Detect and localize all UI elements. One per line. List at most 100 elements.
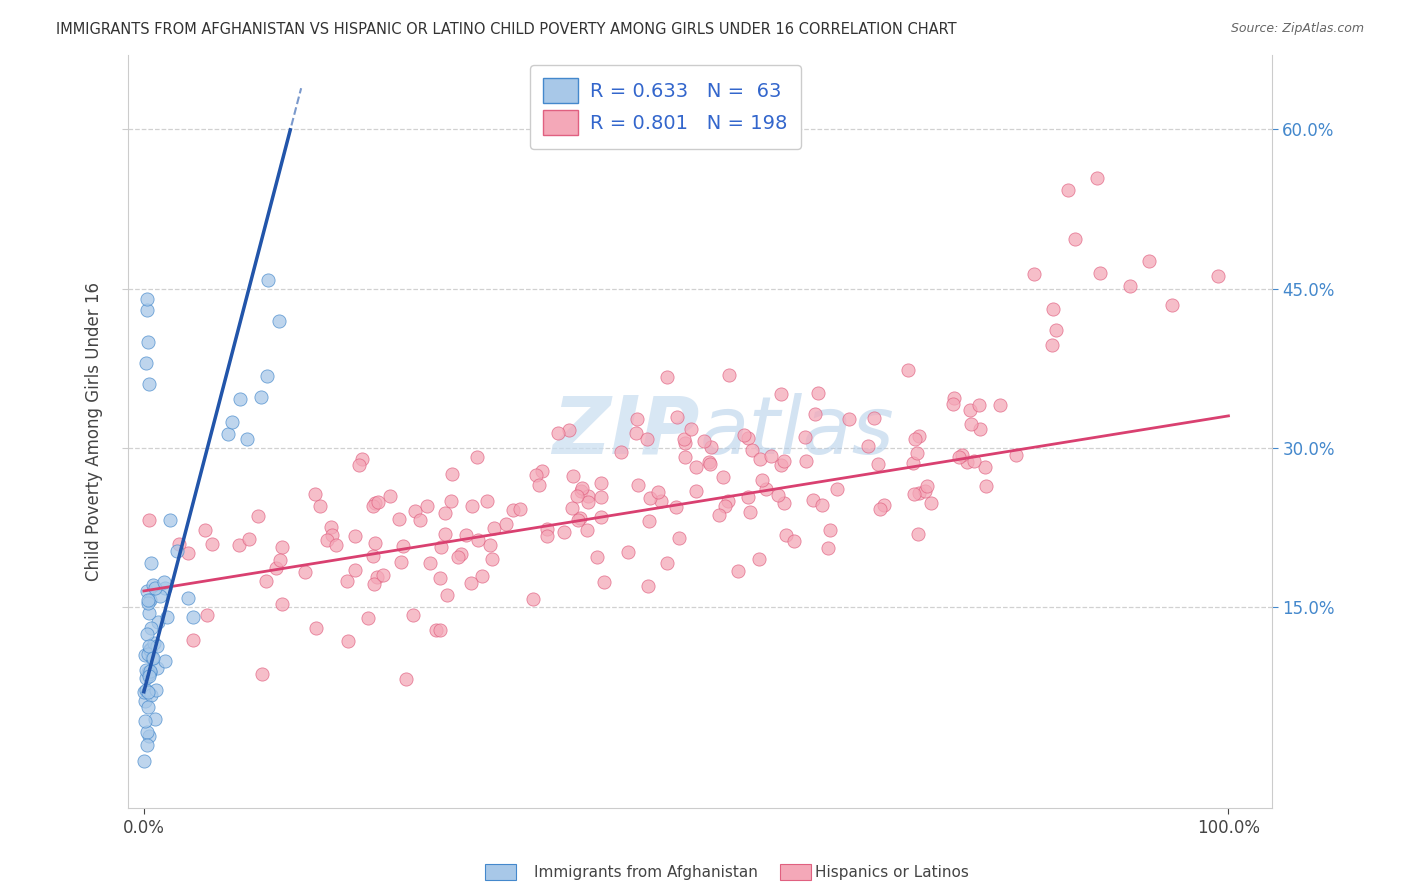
Point <box>136 700 159 714</box>
Point <box>325 538 347 552</box>
Point <box>195 608 218 623</box>
Point <box>1119 278 1142 293</box>
Point <box>838 412 860 426</box>
Point <box>717 494 740 508</box>
Point <box>135 626 157 640</box>
Point <box>681 422 703 436</box>
Point <box>256 368 278 383</box>
Point <box>315 533 337 547</box>
Text: Hispanics or Latinos: Hispanics or Latinos <box>815 865 969 880</box>
Point <box>509 502 531 516</box>
Point <box>1206 269 1229 284</box>
Point <box>717 368 740 382</box>
Point <box>1137 254 1160 268</box>
Point <box>904 432 927 446</box>
Point <box>699 455 721 469</box>
Point <box>866 457 889 471</box>
Point <box>138 513 160 527</box>
Point <box>138 377 160 392</box>
Point <box>624 425 647 440</box>
Point <box>529 478 551 492</box>
Point <box>425 623 447 637</box>
Point <box>350 452 373 467</box>
Point <box>357 610 380 624</box>
Point <box>770 458 793 472</box>
Point <box>973 460 995 475</box>
Point <box>775 528 797 542</box>
Point <box>363 536 385 550</box>
Point <box>156 610 179 624</box>
Point <box>136 665 159 680</box>
Point <box>134 694 156 708</box>
Point <box>1057 184 1080 198</box>
Point <box>139 642 162 657</box>
Point <box>475 494 498 508</box>
Point <box>321 527 343 541</box>
Point <box>969 422 991 436</box>
Point <box>366 569 388 583</box>
Point <box>1042 301 1064 316</box>
Point <box>309 499 332 513</box>
Point <box>699 457 721 471</box>
Point <box>672 432 695 446</box>
Point <box>250 667 273 681</box>
Point <box>166 544 188 558</box>
Point <box>138 664 160 678</box>
Point <box>665 500 688 514</box>
Point <box>142 650 165 665</box>
Point <box>471 569 494 583</box>
Point <box>749 452 772 467</box>
Point <box>361 549 384 564</box>
Point <box>247 509 270 524</box>
Point <box>136 302 159 317</box>
Point <box>586 549 609 564</box>
Point <box>153 654 176 668</box>
Point <box>136 739 159 753</box>
Point <box>380 489 402 503</box>
Point <box>139 665 162 679</box>
Point <box>1088 266 1111 280</box>
Point <box>502 503 524 517</box>
Point <box>465 450 488 464</box>
Point <box>748 552 770 566</box>
Point <box>693 434 716 448</box>
Point <box>429 571 451 585</box>
Point <box>138 730 160 744</box>
Point <box>343 529 366 543</box>
Point <box>575 523 598 537</box>
Point <box>759 449 782 463</box>
Point <box>962 454 984 468</box>
Point <box>794 453 817 467</box>
Point <box>181 610 204 624</box>
Point <box>576 489 599 503</box>
Point <box>825 482 848 496</box>
Point <box>169 537 191 551</box>
Point <box>159 513 181 527</box>
Point <box>149 589 172 603</box>
Point <box>783 534 806 549</box>
Point <box>1064 232 1087 246</box>
Point <box>446 549 468 564</box>
Text: atlas: atlas <box>700 392 894 471</box>
Point <box>727 564 749 578</box>
Point <box>146 615 169 629</box>
Point <box>558 423 581 437</box>
Point <box>304 620 326 634</box>
Point <box>755 482 778 496</box>
Point <box>364 496 387 510</box>
Point <box>135 725 157 739</box>
Point <box>547 425 569 440</box>
Point <box>371 568 394 582</box>
Point <box>269 553 291 567</box>
Point <box>591 491 613 505</box>
Point <box>361 500 384 514</box>
Text: Immigrants from Afghanistan: Immigrants from Afghanistan <box>534 865 758 880</box>
Point <box>655 556 678 570</box>
Point <box>395 672 418 686</box>
Point <box>134 714 156 729</box>
Point <box>673 436 696 450</box>
Point <box>136 334 159 349</box>
Point <box>482 521 505 535</box>
Point <box>536 522 558 536</box>
Point <box>136 647 159 661</box>
